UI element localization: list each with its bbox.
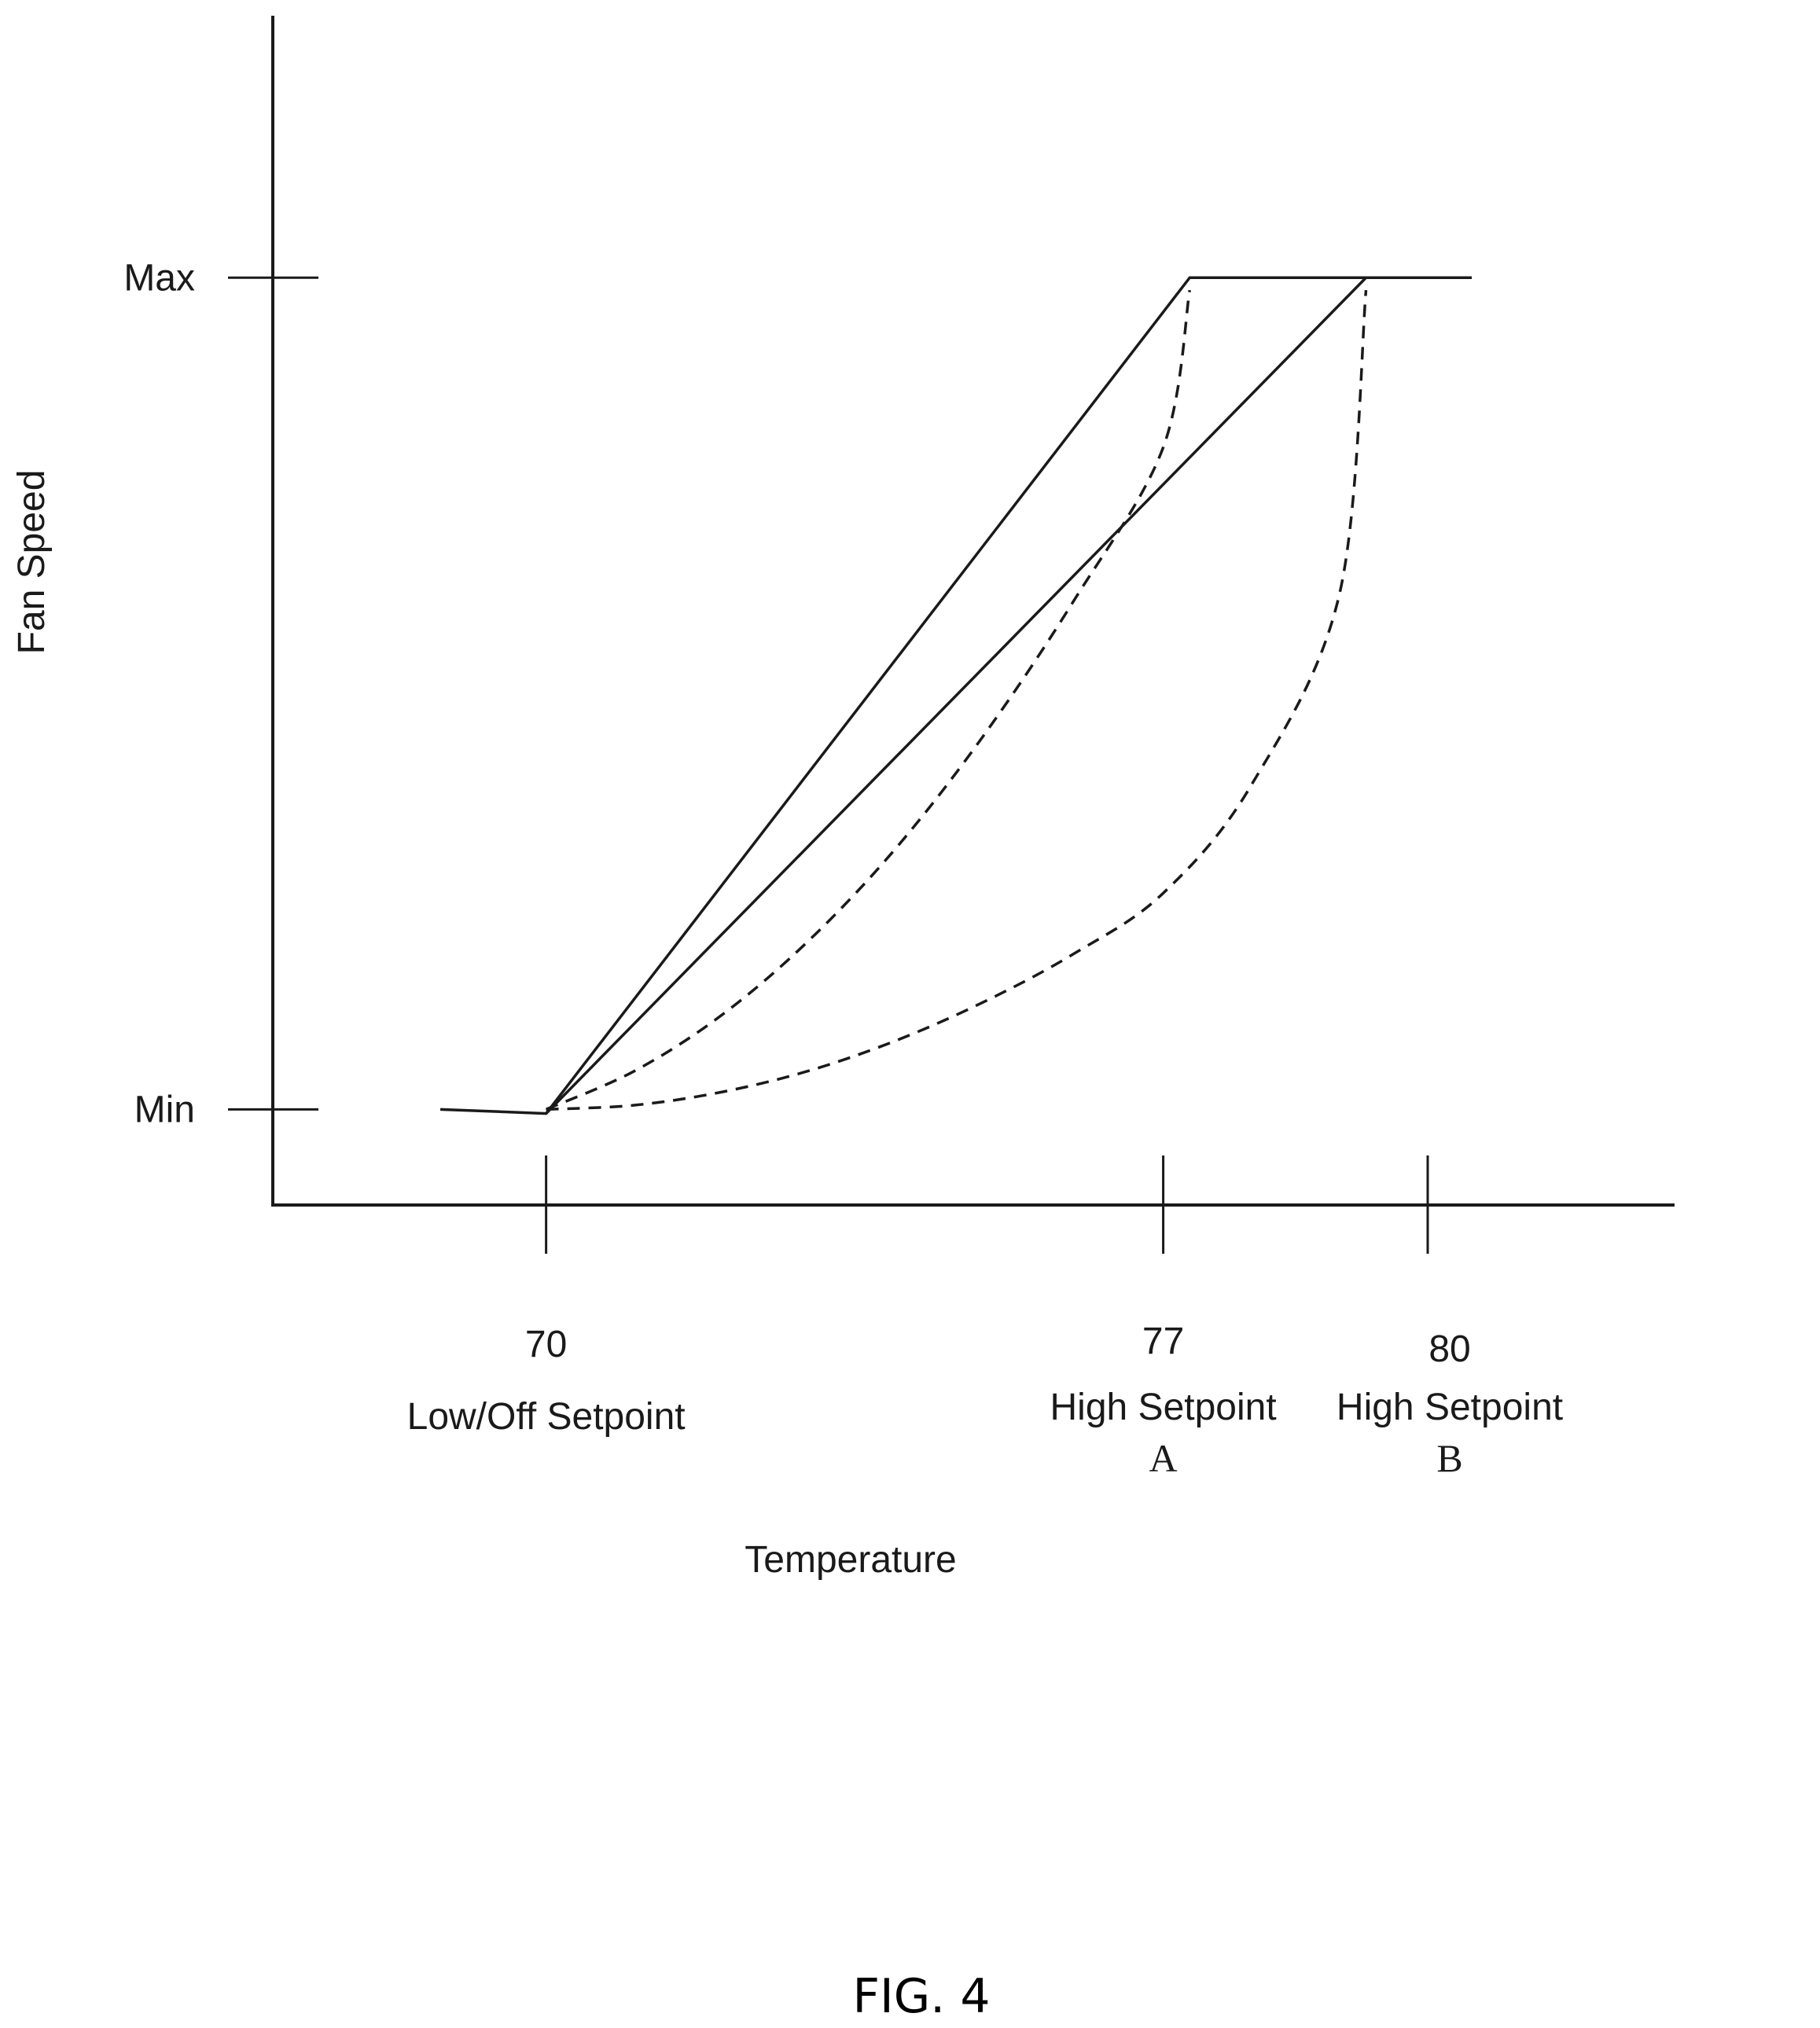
x-tick-sublabel-77: A [1149,1436,1178,1480]
x-tick-label-80: High Setpoint [1337,1387,1563,1428]
y-tick-label-max: Max [123,257,195,299]
figure-caption: FIG. 4 [852,1969,990,2024]
x-tick-value-70: 70 [525,1324,567,1365]
series-line-2-solid [545,276,1473,1115]
x-tick-sublabel-80: B [1436,1436,1462,1480]
series-line-4-dashed [546,290,1368,1111]
series-line-1-solid [439,276,1366,1115]
x-tick-label-77: High Setpoint [1050,1387,1277,1428]
x-tick-value-80: 80 [1428,1328,1470,1370]
axes [228,16,1675,1254]
y-tick-label-min: Min [134,1089,195,1130]
x-tick-value-77: 77 [1142,1321,1184,1362]
series-layer [439,276,1473,1115]
series-line-3-dashed [545,289,1191,1111]
y-axis-title: Fan Speed [11,470,53,655]
labels: Min Max 70 Low/Off Setpoint 77 High Setpoint A… [123,257,1563,1480]
x-tick-label-70: Low/Off Setpoint [407,1396,686,1438]
x-axis-title: Temperature [745,1539,956,1581]
